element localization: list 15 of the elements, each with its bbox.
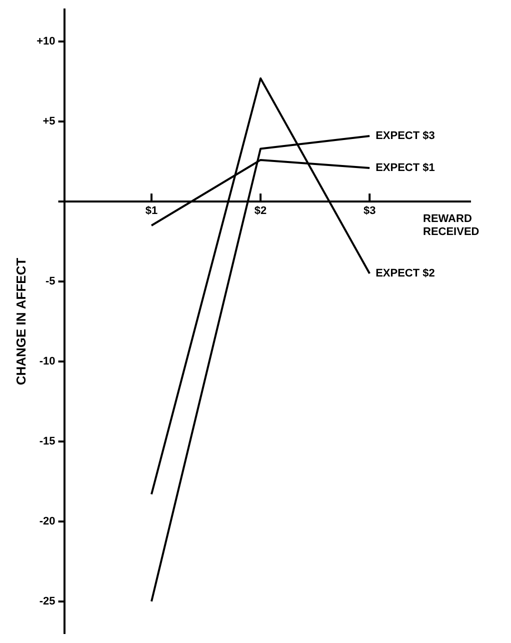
series-label: EXPECT $1 (376, 162, 435, 174)
y-tick-label: +10 (36, 36, 56, 48)
y-tick-label: -25 (39, 595, 56, 608)
y-tick-label: -20 (39, 515, 56, 528)
y-tick-label: +5 (42, 116, 56, 128)
x-tick-label: $3 (363, 205, 376, 218)
y-axis-title: CHANGE IN AFFECT (13, 258, 28, 386)
y-tick-label: -5 (45, 276, 56, 288)
y-tick-label: -15 (39, 435, 56, 448)
series-label: EXPECT $3 (376, 130, 435, 142)
series-label: EXPECT $2 (376, 268, 435, 280)
x-tick-label: $1 (145, 205, 158, 218)
x-tick-label: $2 (254, 205, 267, 218)
y-tick-label: -10 (39, 356, 56, 368)
x-axis-title: REWARD RECEIVED (423, 213, 480, 238)
